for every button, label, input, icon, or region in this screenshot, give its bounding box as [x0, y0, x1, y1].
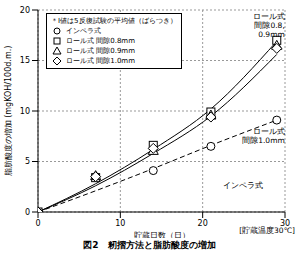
svg-text:15: 15: [20, 56, 30, 65]
svg-text:20: 20: [20, 6, 30, 15]
svg-text:10: 10: [115, 219, 125, 228]
html-text:ロール式 間隙0.8mm: ロール式 間隙0.8mm: [66, 37, 135, 45]
html-text:ロール式 間隙0.9mm: ロール式 間隙0.9mm: [66, 47, 135, 55]
html-text:＊I値は5反復試験の平均値（ばらつき）: ＊I値は5反復試験の平均値（ばらつき）: [51, 17, 177, 25]
svg-text:貯蔵日数（日）: 貯蔵日数（日）: [134, 231, 190, 238]
html-text:図2 籾摺方法と脂肪酸度の増加: 図2 籾摺方法と脂肪酸度の増加: [83, 240, 216, 250]
svg-text:10: 10: [20, 107, 30, 116]
html-text:ロール式 間隙1.0mm: ロール式 間隙1.0mm: [66, 57, 135, 65]
svg-text:脂肪酸度の増加 (mgKOH/100d.m.): 脂肪酸度の増加 (mgKOH/100d.m.): [8, 46, 13, 177]
svg-text:20: 20: [198, 219, 208, 228]
svg-text:0: 0: [25, 208, 30, 217]
svg-text:30: 30: [279, 218, 291, 228]
svg-text:0: 0: [35, 219, 40, 228]
svg-text:インペラ式: インペラ式: [223, 181, 263, 190]
svg-text:ロール式間隙1.0mm: ロール式間隙1.0mm: [242, 127, 285, 145]
svg-text:5: 5: [25, 157, 30, 166]
svg-text:ロール式間隙0.8,0.9mm: ロール式間隙0.8,0.9mm: [253, 12, 285, 39]
html-text:[貯蔵温度30℃]: [貯蔵温度30℃]: [239, 226, 295, 235]
html-text:インペラ式: インペラ式: [66, 27, 101, 35]
